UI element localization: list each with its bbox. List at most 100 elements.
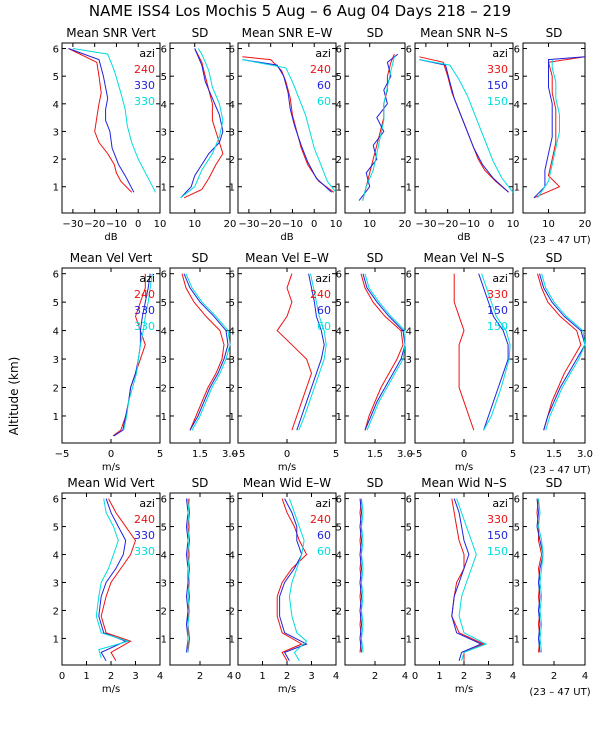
- x-tick-label: 4: [333, 671, 339, 682]
- x-tick-label: 10: [188, 219, 201, 230]
- legend-entry: 60: [317, 529, 331, 542]
- series-line-blue: [362, 273, 406, 431]
- series-line-cyan: [541, 273, 586, 431]
- panel-9: SD 1 2 3 4 5 6 1.5 3.0: [336, 251, 413, 460]
- series-line-blue: [279, 498, 308, 662]
- panel-title: Mean Vel Vert: [70, 251, 153, 265]
- panel-17: SD 1 2 3 4 5 6 2 4: [514, 476, 589, 682]
- y-tick-label: 5: [53, 298, 59, 309]
- x-tick-label: 0: [108, 449, 114, 460]
- panel-frame: [169, 492, 231, 666]
- x-axis-label: dB: [280, 232, 293, 243]
- legend-entry: 330: [134, 320, 155, 333]
- panel-title: SD: [367, 476, 384, 490]
- legend-entry: 60: [317, 545, 331, 558]
- y-tick-label: 1: [406, 412, 412, 423]
- y-tick-label: 1: [229, 634, 235, 645]
- legend-entry: 330: [134, 95, 155, 108]
- x-tick-label: 10: [363, 219, 376, 230]
- panel-title: SD: [367, 251, 384, 265]
- series-line-cyan: [537, 498, 544, 653]
- legend-entry: 330: [487, 513, 508, 526]
- y-tick-label: 6: [336, 270, 342, 281]
- y-tick-label: 3: [336, 578, 342, 589]
- series-line-cyan: [456, 498, 488, 661]
- y-tick-label: 2: [406, 384, 412, 395]
- panel-5: SD 1 2 3 4 5 6 10 20: [514, 26, 592, 230]
- legend-entry: 150: [487, 529, 508, 542]
- series-line-cyan: [419, 59, 514, 193]
- y-tick-label: 2: [406, 606, 412, 617]
- y-tick-label: 3: [229, 127, 235, 138]
- y-tick-label: 5: [229, 72, 235, 83]
- y-tick-label: 3: [229, 355, 235, 366]
- x-tick-label: 1: [83, 671, 89, 682]
- x-tick-label: 4: [227, 671, 233, 682]
- x-tick-label: 1.5: [192, 449, 208, 460]
- y-tick-label: 5: [406, 72, 412, 83]
- x-tick-label: 3.0: [222, 449, 238, 460]
- series-line-blue: [536, 498, 544, 653]
- x-tick-label: 10: [330, 219, 343, 230]
- panel-7: SD 1 2 3 4 5 6 1.5 3.0: [161, 251, 238, 460]
- y-axis-label: Altitude (km): [7, 357, 21, 436]
- y-tick-label: 6: [161, 270, 167, 281]
- x-tick-label: 0: [412, 671, 418, 682]
- y-tick-label: 3: [336, 355, 342, 366]
- y-tick-label: 2: [53, 155, 59, 166]
- y-tick-label: 6: [229, 270, 235, 281]
- panel-frame: [522, 492, 586, 666]
- x-tick-label: 1: [436, 671, 442, 682]
- series-line-blue: [68, 48, 135, 193]
- y-tick-label: 2: [229, 155, 235, 166]
- x-axis-label: dB: [104, 232, 117, 243]
- x-tick-label: 0: [311, 219, 317, 230]
- panel-6: Mean Vel Vert 1 2 3 4 5 6 −5 0 5 m/s azi 240 330 330: [53, 251, 164, 473]
- legend-entry: 330: [134, 79, 155, 92]
- y-tick-label: 2: [53, 606, 59, 617]
- legend-entry: 330: [487, 288, 508, 301]
- legend-entry: 240: [310, 63, 331, 76]
- x-tick-label: 2: [197, 671, 203, 682]
- legend-header: azi: [139, 497, 155, 510]
- y-tick-label: 1: [514, 634, 520, 645]
- legend-entry: 240: [310, 288, 331, 301]
- x-tick-label: 3: [132, 671, 138, 682]
- y-tick-label: 4: [53, 100, 59, 111]
- legend-entry: 330: [134, 529, 155, 542]
- legend-entry: 60: [317, 95, 331, 108]
- x-tick-label: 4: [402, 671, 408, 682]
- x-tick-label: −30: [62, 219, 83, 230]
- y-tick-label: 2: [53, 384, 59, 395]
- series-line-blue: [539, 273, 586, 431]
- y-tick-label: 5: [229, 298, 235, 309]
- y-tick-label: 5: [336, 523, 342, 534]
- y-tick-label: 1: [161, 183, 167, 194]
- y-tick-label: 6: [514, 45, 520, 56]
- y-tick-label: 2: [161, 606, 167, 617]
- y-tick-label: 1: [514, 412, 520, 423]
- legend-entry: 240: [134, 513, 155, 526]
- series-line-red: [100, 498, 137, 662]
- panel-title: SD: [367, 26, 384, 40]
- y-tick-label: 4: [406, 551, 412, 562]
- y-tick-label: 1: [161, 634, 167, 645]
- y-tick-label: 5: [514, 72, 520, 83]
- y-tick-label: 6: [161, 495, 167, 506]
- panel-16: Mean Wid N–S 1 2 3 4 5 6 0 1 2 3 4 m/s azi 330 150 150: [406, 476, 517, 695]
- y-tick-label: 4: [161, 551, 167, 562]
- y-tick-label: 6: [406, 270, 412, 281]
- x-tick-label: 10: [154, 219, 167, 230]
- legend-entry: 60: [317, 320, 331, 333]
- legend-header: azi: [315, 497, 331, 510]
- x-tick-label: −5: [408, 449, 423, 460]
- y-tick-label: 2: [161, 384, 167, 395]
- x-tick-label: 1: [259, 671, 265, 682]
- x-tick-label: 0: [284, 449, 290, 460]
- y-tick-label: 4: [229, 327, 235, 338]
- x-tick-label: −30: [415, 219, 436, 230]
- panel-title: SD: [192, 476, 209, 490]
- x-axis-label: dB: [457, 232, 470, 243]
